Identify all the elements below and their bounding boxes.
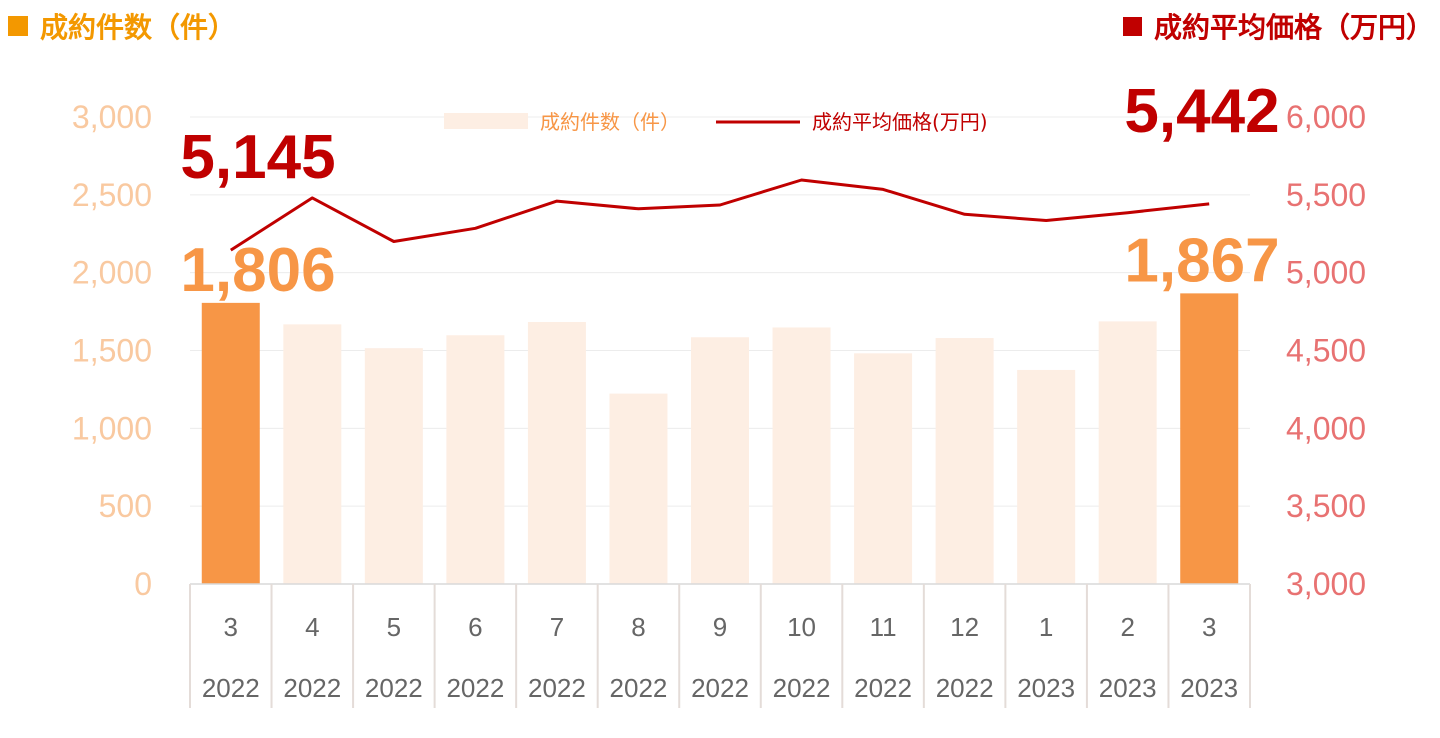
bar [854, 353, 913, 584]
x-tick-month: 6 [468, 612, 482, 642]
axes: 0 500 1,000 1,500 2,000 2,500 3,000 3,000 3,500 4… [72, 99, 1366, 602]
x-tick-year: 2023 [1180, 673, 1238, 703]
x-tick-year: 2023 [1017, 673, 1075, 703]
line-series-header: 成約平均価格（万円） [1122, 6, 1434, 46]
x-tick-month: 3 [1202, 612, 1216, 642]
price-data-label: 5,442 [1124, 77, 1279, 146]
x-tick-year: 2022 [528, 673, 586, 703]
x-tick-month: 3 [224, 612, 238, 642]
x-tick-month: 12 [950, 612, 979, 642]
x-tick-month: 4 [305, 612, 319, 642]
x-tick-year: 2022 [610, 673, 668, 703]
line-series [229, 178, 1210, 252]
left-axis-tick-label: 2,000 [72, 255, 152, 291]
legend: 成約件数（件） 成約平均価格(万円) [444, 110, 988, 134]
bar [364, 348, 423, 584]
x-tick-year: 2022 [446, 673, 504, 703]
bar [1180, 293, 1239, 584]
price-data-label: 5,145 [180, 123, 335, 192]
bar [1017, 369, 1076, 584]
left-axis-tick-label: 500 [99, 488, 152, 524]
bar-series [201, 293, 1239, 584]
left-axis-tick-label: 2,500 [72, 177, 152, 213]
right-axis-tick-label: 5,500 [1286, 177, 1366, 213]
legend-bar-swatch [444, 113, 528, 129]
count-data-label: 1,867 [1124, 226, 1279, 295]
count-data-label: 1,806 [180, 236, 335, 305]
bar [609, 393, 668, 584]
left-axis-tick-label: 3,000 [72, 99, 152, 135]
price-line [229, 178, 1210, 252]
x-tick-year: 2023 [1099, 673, 1157, 703]
data-labels: 5,145 1,806 5,442 1,867 [180, 77, 1279, 305]
x-tick-year: 2022 [691, 673, 749, 703]
x-tick-year: 2022 [854, 673, 912, 703]
x-tick-month: 11 [870, 612, 897, 642]
x-tick-month: 7 [550, 612, 564, 642]
x-tick-month: 2 [1120, 612, 1134, 642]
x-tick-year: 2022 [365, 673, 423, 703]
left-axis-tick-label: 1,500 [72, 333, 152, 369]
bar [935, 338, 994, 584]
x-tick-month: 1 [1039, 612, 1053, 642]
red-square-icon [1122, 16, 1142, 36]
right-axis-tick-label: 5,000 [1286, 255, 1366, 291]
bar [201, 302, 260, 584]
x-axis: 3 2022 4 2022 5 2022 6 2022 7 2022 8 2022 9 2022 10 202… [189, 583, 1251, 708]
left-axis-tick-label: 1,000 [72, 410, 152, 446]
x-tick-year: 2022 [936, 673, 994, 703]
right-axis-tick-label: 4,500 [1286, 333, 1366, 369]
right-axis-tick-label: 3,500 [1286, 488, 1366, 524]
x-tick-year: 2022 [283, 673, 341, 703]
bar [283, 324, 342, 584]
right-axis-tick-label: 3,000 [1286, 566, 1366, 602]
x-tick-month: 9 [713, 612, 727, 642]
legend-line-label: 成約平均価格(万円) [812, 110, 988, 134]
bar [527, 322, 586, 584]
bar [772, 327, 831, 584]
x-tick-year: 2022 [202, 673, 260, 703]
left-axis-tick-label: 0 [134, 566, 152, 602]
right-axis-tick-label: 6,000 [1286, 99, 1366, 135]
bar-series-header-label: 成約件数（件） [40, 11, 237, 44]
line-series-header-label: 成約平均価格（万円） [1153, 11, 1434, 44]
bar [691, 337, 749, 584]
x-tick-month: 5 [387, 612, 401, 642]
bar [1098, 321, 1157, 584]
legend-bar-label: 成約件数（件） [540, 110, 680, 134]
bar-series-header: 成約件数（件） [8, 6, 236, 46]
orange-square-icon [8, 16, 28, 36]
bar [446, 335, 505, 584]
x-tick-month: 8 [631, 612, 645, 642]
x-tick-month: 10 [787, 612, 816, 642]
x-tick-year: 2022 [773, 673, 831, 703]
right-axis-tick-label: 4,000 [1286, 410, 1366, 446]
